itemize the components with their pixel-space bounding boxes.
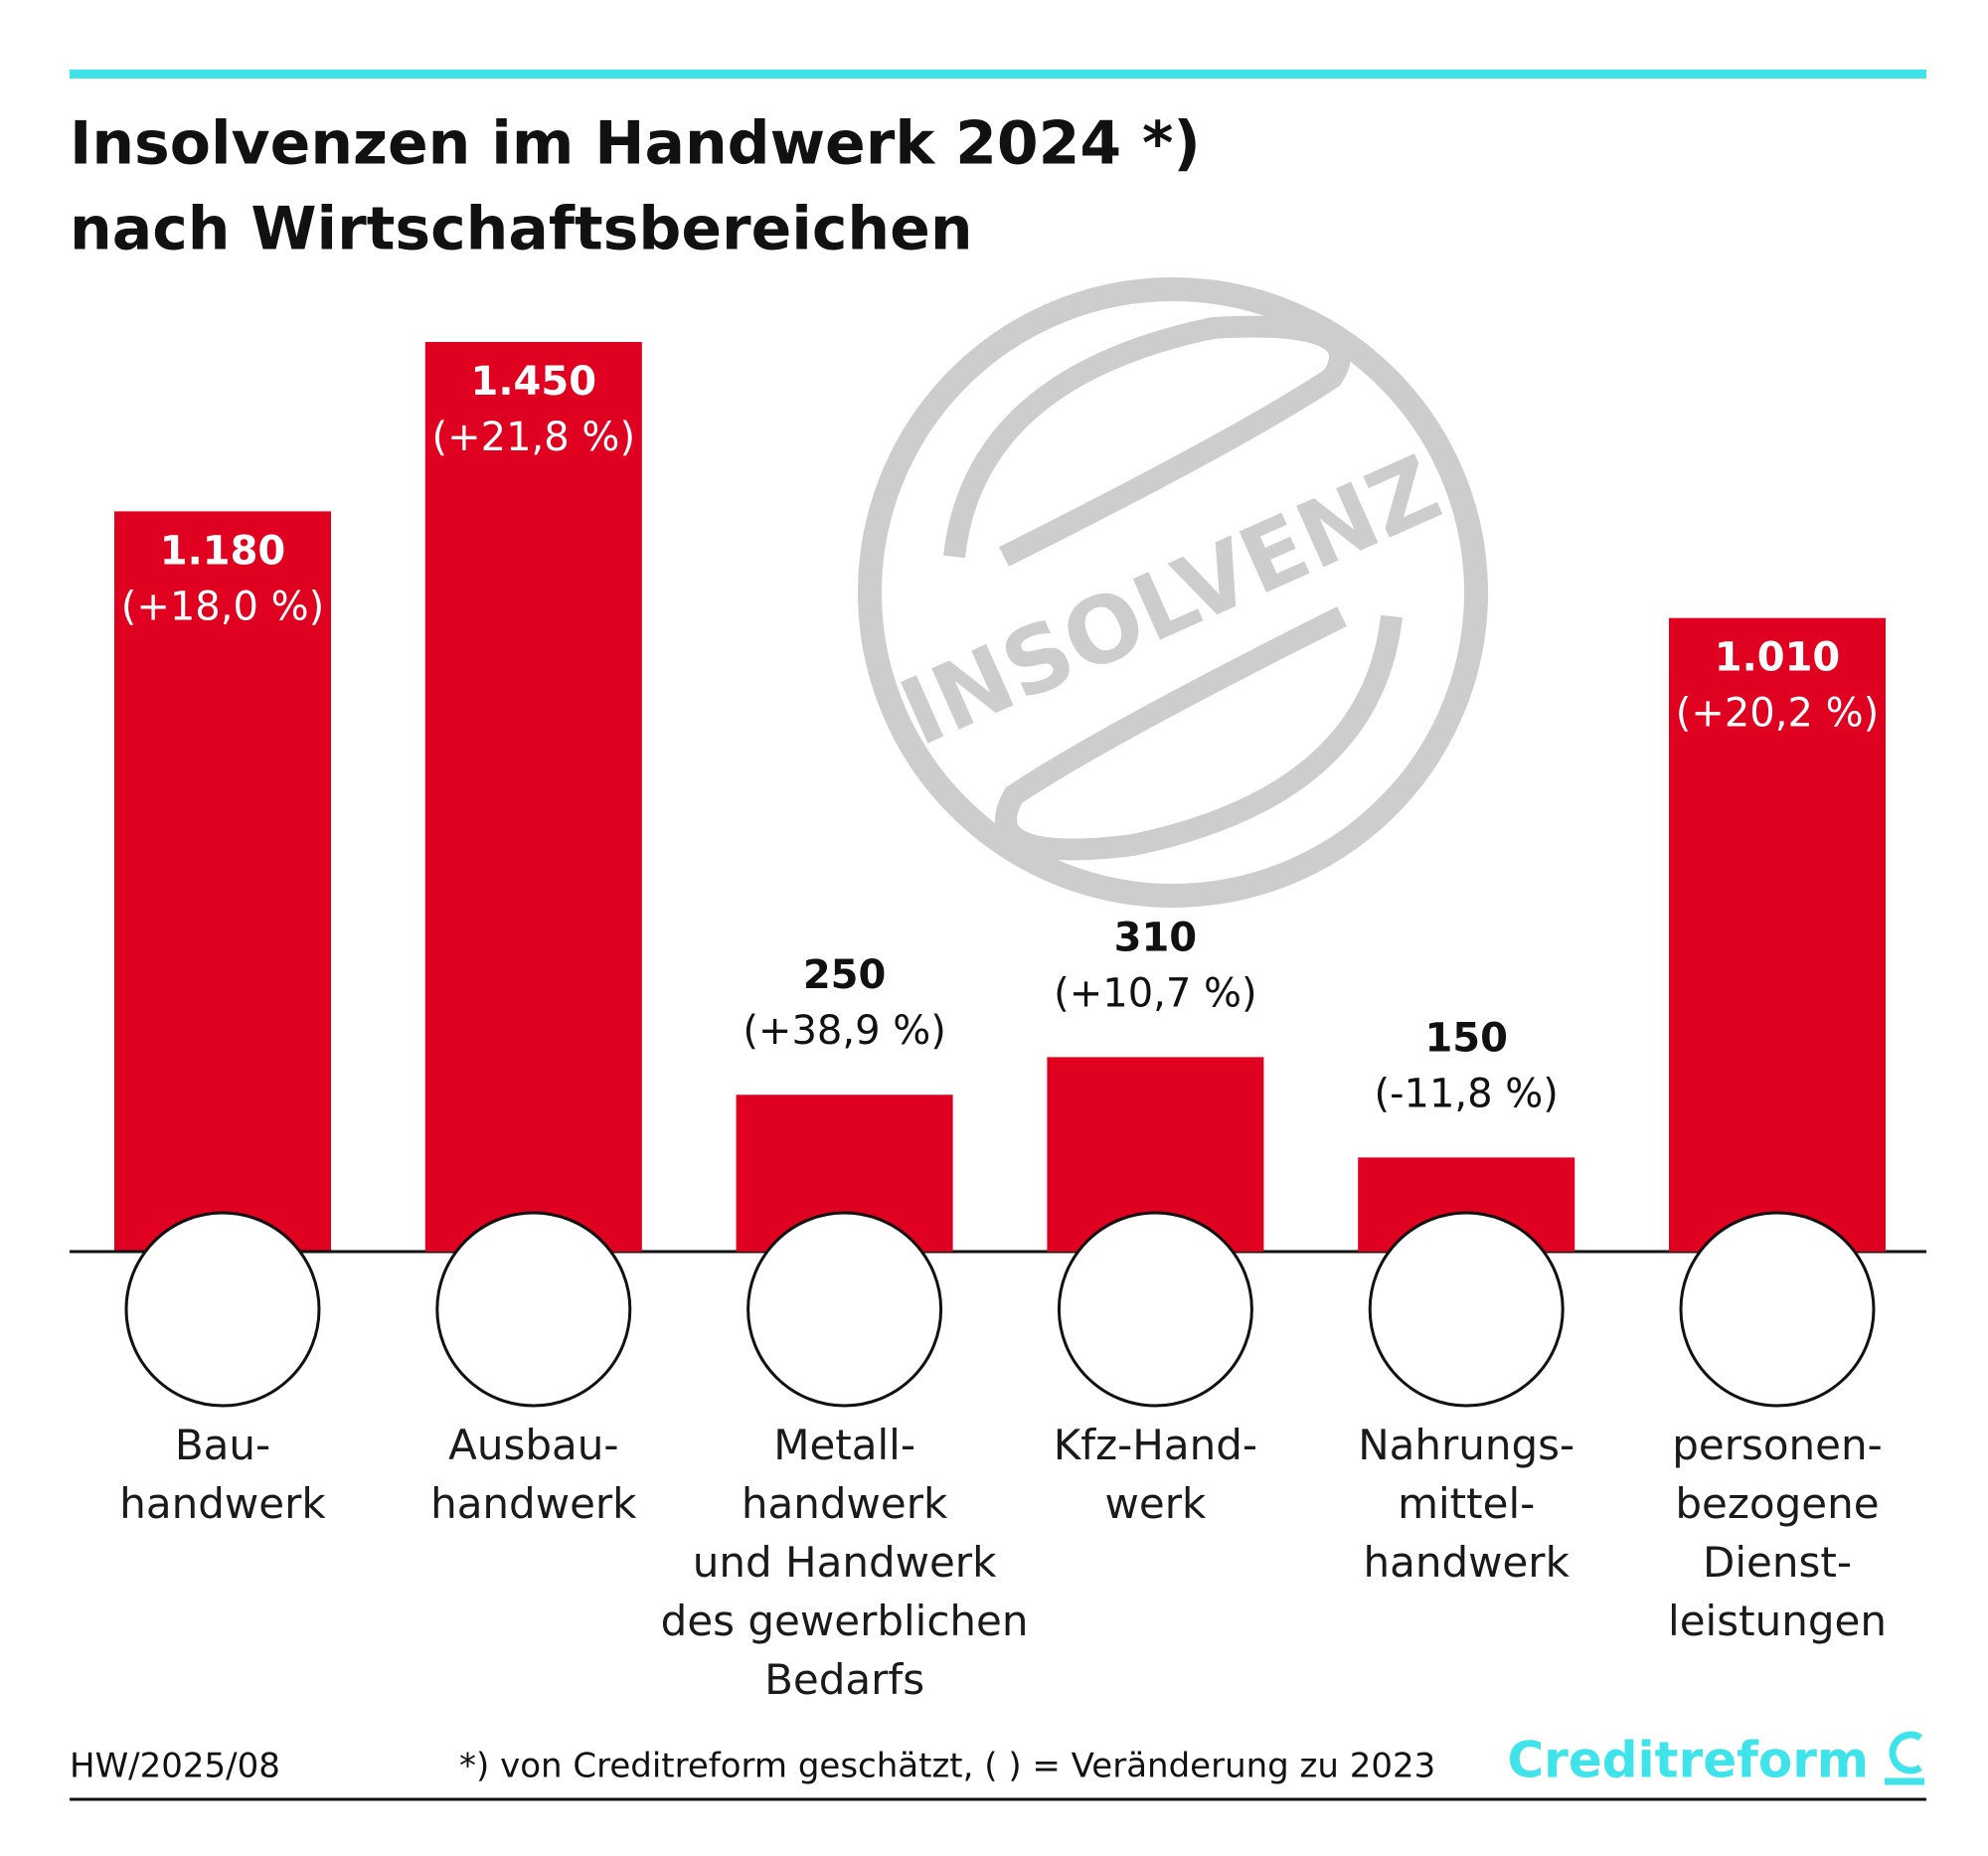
category-icon bbox=[1368, 1211, 1565, 1408]
value-label: 1.010 bbox=[1715, 635, 1841, 681]
chart-subtitle: nach Wirtschaftsbereichen bbox=[70, 195, 973, 264]
top-rule bbox=[70, 70, 1926, 79]
change-label: (+38,9 %) bbox=[743, 1008, 946, 1054]
value-label: 1.180 bbox=[160, 528, 286, 574]
change-label: (+10,7 %) bbox=[1054, 970, 1257, 1016]
category-icon bbox=[1057, 1211, 1253, 1408]
x-tick-label: Kfz-Hand- werk bbox=[1053, 1421, 1258, 1528]
bar bbox=[114, 511, 331, 1252]
chart-title: Insolvenzen im Handwerk 2024 *) bbox=[70, 109, 1201, 179]
stamp: INSOLVENZ bbox=[858, 277, 1488, 908]
change-label: (+20,2 %) bbox=[1676, 691, 1880, 737]
bar bbox=[1669, 617, 1886, 1252]
change-label: (+18,0 %) bbox=[121, 584, 325, 629]
x-tick-label: Bau- handwerk bbox=[119, 1421, 326, 1528]
x-tick-label: Metall- handwerk und Handwerk des gewerb… bbox=[660, 1421, 1029, 1704]
value-label: 310 bbox=[1114, 915, 1198, 960]
category-icon bbox=[1679, 1211, 1876, 1408]
change-label: (+21,8 %) bbox=[432, 415, 636, 460]
source: HW/2025/08 bbox=[70, 1747, 280, 1786]
stamp-swoosh bbox=[943, 315, 1351, 567]
value-label: 250 bbox=[803, 952, 887, 998]
bar bbox=[424, 342, 642, 1252]
footnote: *) von Creditreform geschätzt, ( ) = Ver… bbox=[459, 1747, 1435, 1786]
change-label: (-11,8 %) bbox=[1374, 1071, 1558, 1116]
x-tick-label: personen- bezogene Dienst- leistungen bbox=[1668, 1421, 1887, 1645]
category-icon bbox=[746, 1211, 943, 1408]
stamp-ring bbox=[858, 277, 1488, 908]
stamp-swoosh bbox=[995, 606, 1403, 861]
brand-mark bbox=[1885, 1731, 1924, 1785]
value-label: 150 bbox=[1424, 1015, 1508, 1061]
x-tick-label: Nahrungs- mittel- handwerk bbox=[1358, 1421, 1575, 1587]
x-tick-label: Ausbau- handwerk bbox=[430, 1421, 637, 1528]
value-label: 1.450 bbox=[471, 359, 597, 405]
category-icon bbox=[124, 1211, 321, 1408]
category-icon bbox=[435, 1211, 632, 1408]
brand-logo: Creditreform bbox=[1507, 1732, 1869, 1789]
